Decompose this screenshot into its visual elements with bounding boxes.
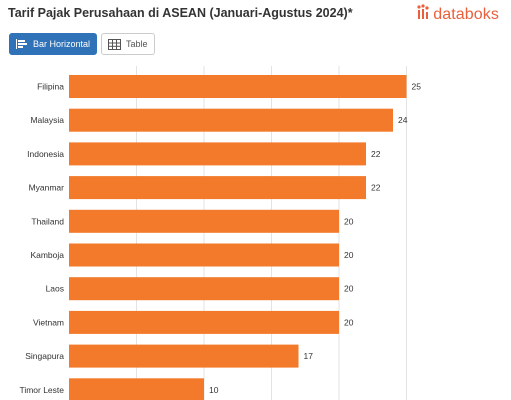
bar-thailand[interactable] <box>69 209 339 233</box>
brand-logo[interactable]: databoks <box>416 4 499 25</box>
bar-indonesia[interactable] <box>69 142 366 166</box>
databoks-logo-icon <box>416 4 430 25</box>
brand-name: databoks <box>433 5 499 23</box>
category-label-thailand: Thailand <box>31 216 64 226</box>
value-label-vietnam: 20 <box>344 317 354 327</box>
category-label-myanmar: Myanmar <box>29 183 65 193</box>
tab-table[interactable]: Table <box>101 33 155 55</box>
bar-timor-leste[interactable] <box>69 378 204 400</box>
bar-laos[interactable] <box>69 277 339 301</box>
category-label-indonesia: Indonesia <box>27 149 64 159</box>
bar-singapura[interactable] <box>69 344 299 368</box>
table-grid-icon <box>108 38 122 50</box>
value-label-laos: 20 <box>344 284 354 294</box>
tab-table-label: Table <box>126 39 148 49</box>
category-label-filipina: Filipina <box>37 82 64 92</box>
bar-malaysia[interactable] <box>69 108 393 132</box>
value-label-singapura: 17 <box>304 351 314 361</box>
value-label-thailand: 20 <box>344 216 354 226</box>
value-label-malaysia: 24 <box>398 115 408 125</box>
value-label-filipina: 25 <box>412 82 422 92</box>
tab-bar-horizontal-label: Bar Horizontal <box>33 39 91 49</box>
chart-title: Tarif Pajak Perusahaan di ASEAN (Januari… <box>8 6 353 20</box>
category-label-laos: Laos <box>46 284 64 294</box>
value-label-indonesia: 22 <box>371 149 381 159</box>
category-label-singapura: Singapura <box>25 351 64 361</box>
bar-myanmar[interactable] <box>69 176 366 200</box>
bar-vietnam[interactable] <box>69 310 339 334</box>
tab-bar-horizontal[interactable]: Bar Horizontal <box>9 33 98 55</box>
value-label-timor-leste: 10 <box>209 385 219 395</box>
bar-horizontal-icon <box>16 39 28 49</box>
category-label-timor-leste: Timor Leste <box>19 385 64 395</box>
bar-kamboja[interactable] <box>69 243 339 267</box>
category-label-malaysia: Malaysia <box>30 115 64 125</box>
view-tabs: Bar Horizontal Table <box>9 33 155 55</box>
category-label-vietnam: Vietnam <box>33 317 64 327</box>
value-label-kamboja: 20 <box>344 250 354 260</box>
bar-filipina[interactable] <box>69 75 407 98</box>
value-label-myanmar: 22 <box>371 183 381 193</box>
category-label-kamboja: Kamboja <box>30 250 64 260</box>
